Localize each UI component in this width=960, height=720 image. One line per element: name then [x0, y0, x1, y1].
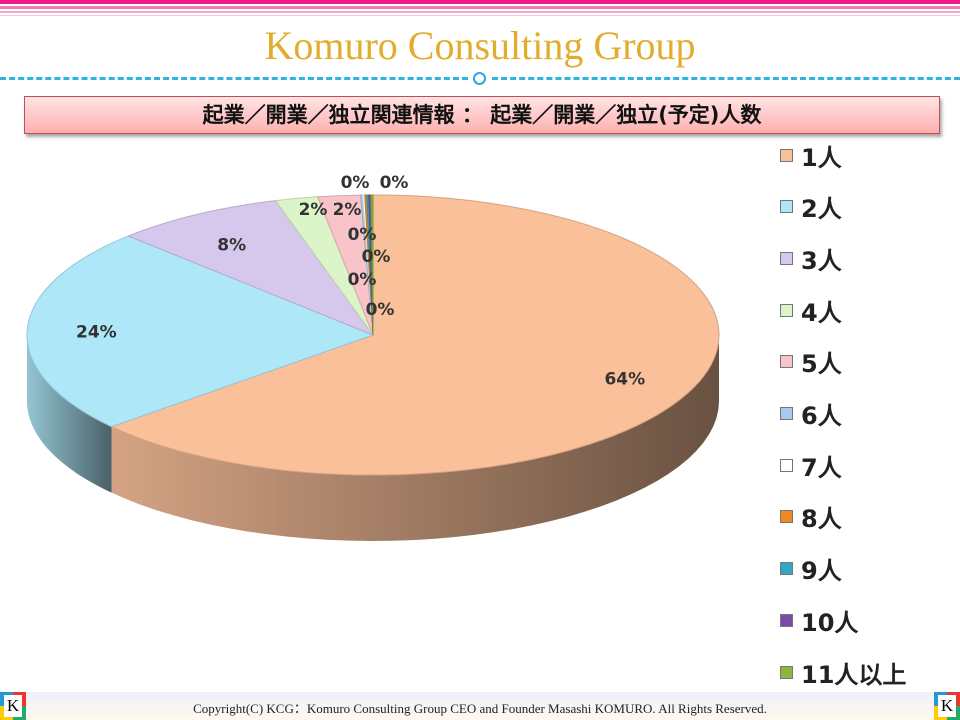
legend-swatch	[780, 458, 793, 472]
legend-item: 2人	[780, 192, 842, 224]
legend-item: 1人	[780, 140, 842, 172]
legend-swatch	[780, 562, 793, 576]
legend-item: 6人	[780, 399, 842, 430]
legend-item: 10人	[780, 605, 859, 637]
top-stripe	[0, 11, 960, 13]
legend-label: 11人以上	[801, 660, 907, 689]
legend-item: 9人	[780, 554, 842, 586]
pie-side-2	[27, 335, 112, 493]
legend-label: 4人	[801, 298, 842, 327]
pie-slice-1	[110, 194, 720, 476]
data-label: 2%	[299, 200, 328, 220]
legend-item: 5人	[780, 347, 842, 379]
legend-label: 6人	[801, 402, 842, 430]
data-label: 64%	[604, 370, 645, 390]
company-title: Komuro Consulting Group	[264, 23, 696, 68]
legend-label: 7人	[801, 453, 842, 482]
data-label: 2%	[333, 200, 362, 220]
legend-swatch	[780, 303, 793, 317]
legend-label: 3人	[801, 246, 842, 275]
legend-label: 1人	[801, 143, 842, 172]
data-label: 24%	[76, 322, 117, 342]
k-logo: K	[0, 692, 26, 720]
data-label: 0%	[341, 173, 370, 193]
legend-label: 8人	[801, 505, 842, 534]
legend-label: 9人	[801, 557, 842, 586]
top-stripe	[0, 0, 960, 4]
legend-item: 8人	[780, 502, 842, 534]
top-stripe	[0, 15, 960, 16]
footer-bar	[0, 692, 960, 720]
pie-side-1	[111, 335, 720, 541]
legend-label: 2人	[801, 195, 842, 224]
legend-swatch	[780, 407, 793, 420]
pie-chart: 64%24%8%2% 2%0% 0%0%0%0%0%	[26, 173, 720, 541]
legend-swatch	[780, 251, 793, 265]
legend-label: 5人	[801, 350, 842, 379]
data-label: 0%	[380, 173, 409, 193]
legend-label: 10人	[801, 608, 859, 637]
data-label: 8%	[217, 236, 246, 256]
pie-slice-3	[126, 200, 375, 337]
divider	[492, 77, 960, 80]
pie-slice-2	[26, 235, 375, 428]
data-label: 0%	[362, 247, 391, 267]
legend-item: 4人	[780, 295, 842, 327]
legend-item: 11人以上	[780, 657, 907, 689]
slide-subtitle: 起業／開業／独立関連情報 ： 起業／開業／独立(予定)人数	[24, 96, 940, 134]
legend-swatch	[780, 148, 793, 162]
legend-swatch	[780, 665, 793, 679]
k-logo: K	[934, 692, 960, 720]
legend-item: 3人	[780, 243, 842, 275]
top-stripe	[0, 6, 960, 9]
legend-swatch	[780, 510, 793, 524]
data-label: 0%	[366, 300, 395, 320]
legend-item: 7人	[780, 450, 842, 482]
data-label: 0%	[348, 225, 377, 245]
legend-swatch	[780, 355, 793, 369]
legend-swatch	[780, 200, 793, 214]
divider	[0, 77, 468, 80]
data-label: 0%	[348, 270, 377, 290]
ring-icon	[473, 72, 486, 85]
copyright: Copyright(C) KCG：Komuro Consulting Group…	[193, 701, 767, 716]
legend-swatch	[780, 613, 793, 627]
pie-slice-11	[370, 194, 374, 336]
